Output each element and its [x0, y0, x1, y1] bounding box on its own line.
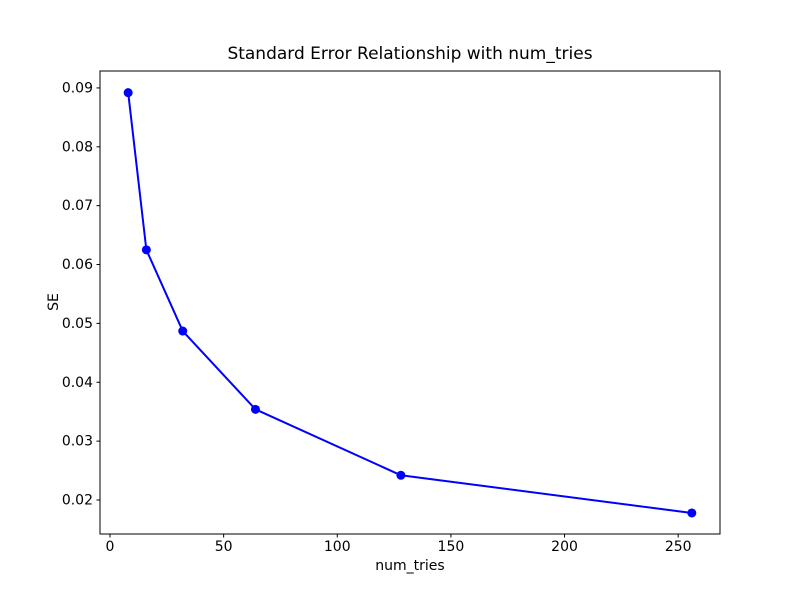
data-point — [123, 88, 133, 98]
data-point — [141, 245, 151, 255]
y-tick-label: 0.08 — [62, 139, 93, 155]
data-point — [396, 470, 406, 480]
x-tick-label: 100 — [324, 539, 351, 555]
data-point — [178, 326, 188, 336]
x-tick-label: 0 — [106, 539, 115, 555]
plot-border — [99, 70, 721, 535]
y-tick-label: 0.03 — [62, 434, 93, 450]
x-tick-label: 150 — [438, 539, 465, 555]
data-line — [127, 91, 693, 514]
x-tick-label: 200 — [551, 539, 578, 555]
y-tick-label: 0.09 — [62, 80, 93, 96]
y-tick-label: 0.04 — [62, 375, 93, 391]
x-tick-label: 250 — [665, 539, 692, 555]
y-tick-label: 0.06 — [62, 257, 93, 273]
y-tick-label: 0.05 — [62, 316, 93, 332]
x-axis-label: num_tries — [375, 558, 445, 574]
data-point — [687, 508, 697, 518]
x-tick-label: 50 — [215, 539, 233, 555]
data-point — [250, 404, 260, 414]
y-tick-label: 0.07 — [62, 198, 93, 214]
chart-title: Standard Error Relationship with num_tri… — [227, 44, 593, 64]
y-tick-label: 0.02 — [62, 493, 93, 509]
